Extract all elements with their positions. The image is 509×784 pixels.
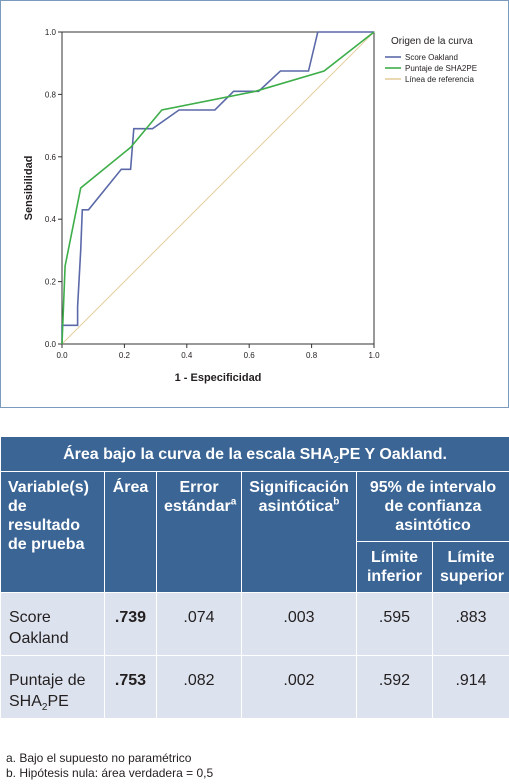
header-area: Área [104,471,157,593]
row-lower-limit: .595 [356,592,433,656]
x-tick-label: 0.0 [56,351,68,360]
x-tick-label: 0.2 [119,351,131,360]
row-area: .739 [104,592,157,656]
row-error: .082 [156,655,242,719]
y-tick-label: 0.0 [45,340,57,349]
roc-chart-panel: 0.0 0.2 0.4 0.6 0.8 1.0 0.0 0.2 0.4 0.6 0.8 1.0 1 - … [0,0,509,408]
roc-chart: 0.0 0.2 0.4 0.6 0.8 1.0 0.0 0.2 0.4 0.6 0.8 1.0 1 - … [23,28,477,384]
footnote-b: b. Hipótesis nula: área verdadera = 0,5 [6,766,214,780]
header-significance: Significación asintóticab [241,471,357,593]
table-row: Puntaje de SHA2PE .753 .082 .002 .592 .9… [0,655,509,719]
row-significance: .002 [241,655,357,719]
header-upper-limit: Límite superior [431,541,509,593]
table-caption: Área bajo la curva de la escala SHA2PE Y… [0,436,509,472]
row-lower-limit: .592 [356,655,433,719]
row-variable-name: Puntaje de SHA2PE [0,655,105,719]
x-tick-label: 0.4 [181,351,193,360]
auc-table: Área bajo la curva de la escala SHA2PE Y… [0,436,509,719]
x-tick-label: 0.8 [306,351,318,360]
x-axis-label: 1 - Especificidad [175,372,262,384]
row-error: .074 [156,592,242,656]
header-confidence-interval: 95% de intervalo de confianza asintótico [355,471,509,542]
footnotes: a. Bajo el supuesto no paramétrico b. Hi… [6,751,213,781]
series-line-1 [61,31,375,345]
legend-entry: Score Oakland [405,53,458,62]
series-line-0 [61,31,374,344]
series-line-2 [61,31,375,345]
footnote-a: a. Bajo el supuesto no paramétrico [6,751,192,765]
row-significance: .003 [241,592,357,656]
x-tick-label: 0.6 [244,351,256,360]
row-upper-limit: .883 [431,592,509,656]
y-axis-label: Sensibilidad [23,156,35,221]
header-variable: Variable(s) de resultado de prueba [0,471,105,593]
row-upper-limit: .914 [431,655,509,719]
legend-title: Origen de la curva [391,36,473,47]
y-tick-label: 1.0 [45,28,57,37]
y-tick-label: 0.2 [45,278,57,287]
legend-entry: Puntaje de SHA2PE [405,64,477,73]
legend-entry: Línea de referencia [405,75,474,84]
header-lower-limit: Límite inferior [356,541,433,593]
y-tick-label: 0.4 [45,215,57,224]
header-error: Error estándara [156,471,242,593]
y-tick-label: 0.8 [45,90,57,99]
table-row: Score Oakland .739 .074 .003 .595 .883 [0,592,509,656]
row-variable-name: Score Oakland [0,592,105,656]
x-tick-label: 1.0 [368,351,380,360]
row-area: .753 [104,655,157,719]
y-tick-label: 0.6 [45,153,57,162]
